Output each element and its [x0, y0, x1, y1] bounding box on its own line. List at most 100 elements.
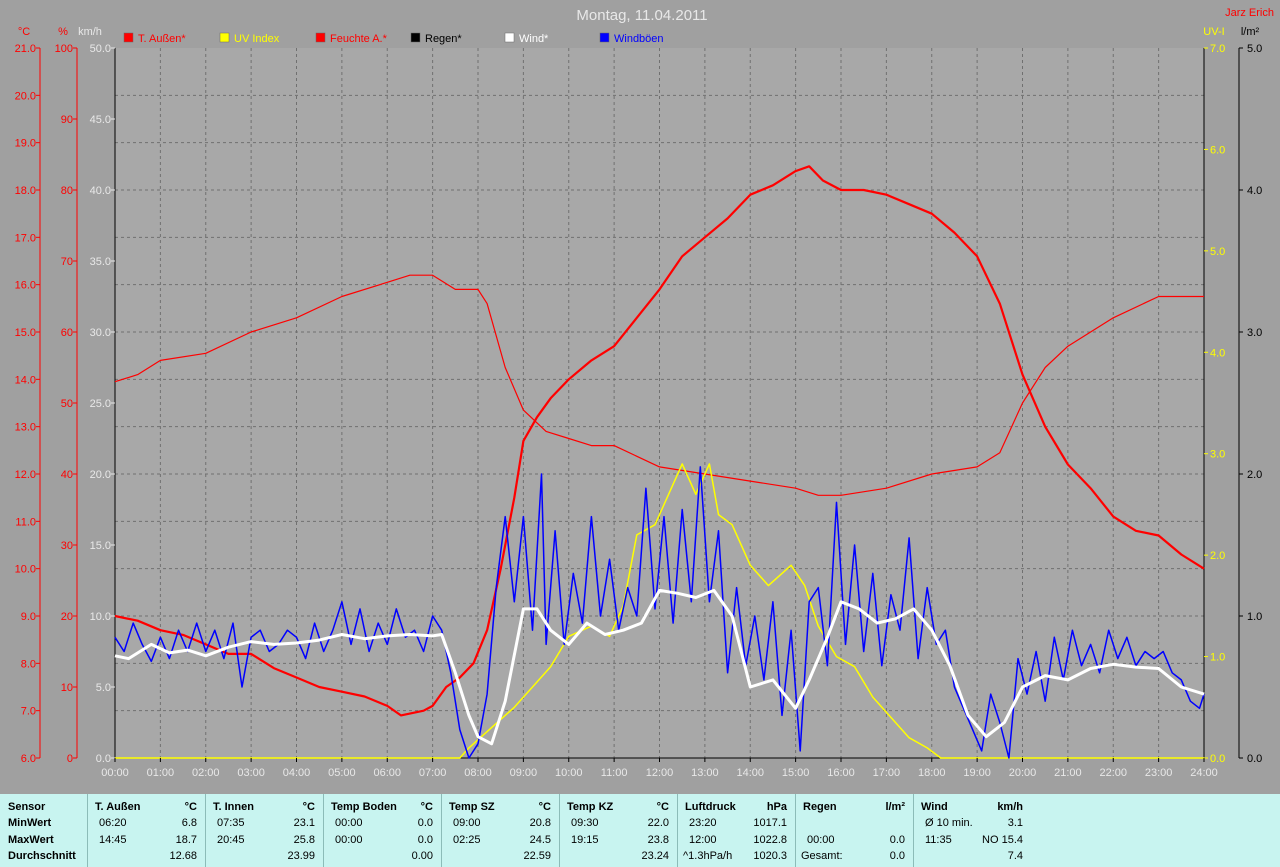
legend-label: Regen* [425, 33, 462, 45]
temp-tick-label: 20.0 [15, 90, 36, 102]
stats-min-time: 00:00 [335, 817, 363, 829]
stats-max-value: NO 15.4 [982, 834, 1023, 846]
stats-column: T. Außen °C 06:20 6.8 14:45 18.7 12.68 [87, 794, 206, 867]
uv-tick-label: 5.0 [1210, 246, 1225, 258]
stats-min-time: 09:30 [571, 817, 599, 829]
row-label-min: MinWert [8, 817, 52, 829]
stats-col-name: Luftdruck [685, 801, 736, 813]
row-label-avg: Durchschnitt [8, 850, 76, 862]
humidity-tick-label: 70 [61, 256, 73, 268]
rain-tick-label: 2.0 [1247, 469, 1262, 481]
stats-avg-value: 0.00 [411, 850, 433, 862]
wind-tick-label: 35.0 [90, 256, 111, 268]
series-windben [114, 466, 1205, 759]
stats-max-value: 0.0 [889, 834, 905, 846]
stats-max-time: 20:45 [217, 834, 245, 846]
humidity-tick-label: 90 [61, 114, 73, 126]
x-tick-label: 17:00 [873, 767, 901, 779]
x-tick-label: 03:00 [237, 767, 265, 779]
legend-swatch [123, 32, 134, 43]
x-tick-label: 08:00 [464, 767, 492, 779]
chart-title: Montag, 11.04.2011 [576, 7, 707, 24]
temp-tick-label: 8.0 [21, 658, 36, 670]
x-tick-label: 04:00 [283, 767, 311, 779]
series-uvindex [115, 463, 1204, 759]
temp-tick-label: 14.0 [15, 374, 36, 386]
stats-max-time: 02:25 [453, 834, 481, 846]
x-tick-label: 02:00 [192, 767, 220, 779]
stats-col-name: Temp Boden [331, 801, 397, 813]
stats-col-unit: °C [184, 801, 197, 813]
stats-col-name: Temp KZ [567, 801, 614, 813]
stats-col-unit: l/m² [885, 801, 905, 813]
stats-avg-value: 12.68 [169, 850, 197, 862]
x-tick-label: 13:00 [691, 767, 719, 779]
stats-max-value: 18.7 [175, 834, 197, 846]
stats-col-unit: °C [656, 801, 669, 813]
wind-tick-label: 50.0 [90, 43, 111, 55]
rain-tick-label: 0.0 [1247, 753, 1262, 765]
stats-column: Luftdruck hPa 23:20 1017.1 12:00 1022.8 ^1.3hP… [677, 794, 796, 867]
stats-column: Wind km/h Ø 10 min. 3.1 11:35 NO 15.4 7.4 [913, 794, 1031, 867]
humidity-tick-label: 40 [61, 469, 73, 481]
legend-swatch [599, 32, 610, 43]
uv-unit-label: UV-I [1203, 26, 1224, 38]
humidity-tick-label: 30 [61, 540, 73, 552]
stats-min-value: 23.1 [293, 817, 315, 829]
stats-column: Temp Boden °C 00:00 0.0 00:00 0.0 0.00 [323, 794, 442, 867]
stats-avg-value: 23.24 [641, 850, 669, 862]
temp-unit-label: °C [18, 26, 30, 38]
stats-rowlabels: Sensor MinWert MaxWert Durchschnitt [0, 794, 88, 867]
temp-tick-label: 13.0 [15, 422, 36, 434]
wind-tick-label: 45.0 [90, 114, 111, 126]
temp-tick-label: 19.0 [15, 138, 36, 150]
stats-max-time: 11:35 [925, 834, 952, 846]
stats-max-time: 19:15 [571, 834, 599, 846]
stats-min-value: 1017.1 [753, 817, 787, 829]
row-label-max: MaxWert [8, 834, 54, 846]
stats-col-unit: km/h [997, 801, 1023, 813]
uv-tick-label: 1.0 [1210, 652, 1225, 664]
stats-col-unit: °C [302, 801, 315, 813]
rain-tick-label: 1.0 [1247, 611, 1262, 623]
x-tick-label: 07:00 [419, 767, 447, 779]
wind-tick-label: 15.0 [90, 540, 111, 552]
stats-column: T. Innen °C 07:35 23.1 20:45 25.8 23.99 [205, 794, 324, 867]
stats-max-value: 25.8 [293, 834, 315, 846]
temp-tick-label: 10.0 [15, 564, 36, 576]
rain-tick-label: 4.0 [1247, 185, 1262, 197]
series-wind [114, 588, 1205, 746]
author-label: Jarz Erich [1225, 7, 1274, 19]
stats-col-name: T. Innen [213, 801, 254, 813]
x-tick-label: 06:00 [373, 767, 401, 779]
legend-swatch [410, 32, 421, 43]
temp-tick-label: 16.0 [15, 280, 36, 292]
humidity-tick-label: 50 [61, 398, 73, 410]
series-layer [114, 165, 1205, 759]
x-tick-label: 05:00 [328, 767, 356, 779]
series-tauen [114, 165, 1205, 717]
temp-tick-label: 18.0 [15, 185, 36, 197]
rain-unit-label: l/m² [1241, 26, 1260, 38]
wind-tick-label: 30.0 [90, 327, 111, 339]
stats-max-time: 14:45 [99, 834, 127, 846]
x-tick-label: 12:00 [646, 767, 674, 779]
legend-label: Windböen [614, 33, 664, 45]
temp-tick-label: 17.0 [15, 232, 36, 244]
stats-col-name: Temp SZ [449, 801, 495, 813]
x-tick-label: 23:00 [1145, 767, 1173, 779]
stats-max-time: 00:00 [807, 834, 835, 846]
uv-tick-label: 2.0 [1210, 550, 1225, 562]
stats-panel: Sensor MinWert MaxWert Durchschnitt T. A… [0, 794, 1280, 867]
wind-tick-label: 20.0 [90, 469, 111, 481]
wind-tick-label: 40.0 [90, 185, 111, 197]
temp-tick-label: 7.0 [21, 706, 36, 718]
stats-avg-value: 0.0 [889, 850, 905, 862]
x-tick-label: 01:00 [147, 767, 175, 779]
stats-min-time: 07:35 [217, 817, 245, 829]
stats-col-name: T. Außen [95, 801, 141, 813]
x-tick-label: 22:00 [1099, 767, 1127, 779]
uv-tick-label: 4.0 [1210, 347, 1225, 359]
stats-min-value: 0.0 [417, 817, 433, 829]
uv-tick-label: 7.0 [1210, 43, 1225, 55]
